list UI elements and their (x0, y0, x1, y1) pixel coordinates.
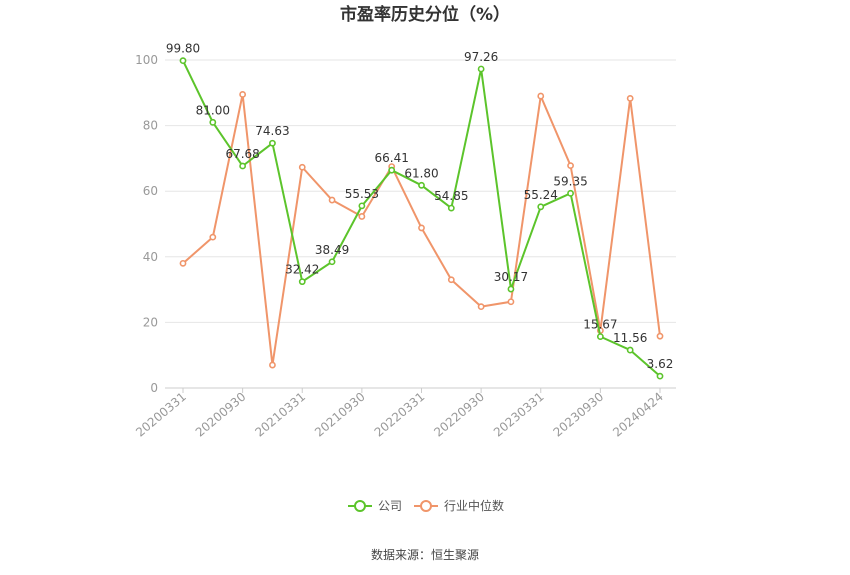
x-tick-label-20230930: 20230930 (551, 390, 607, 440)
point-industry-median-20221230 (507, 298, 515, 306)
point-industry-median-20230630 (567, 162, 574, 170)
point-company-20230331 (537, 203, 545, 211)
data-label-company-20220930: 97.26 (464, 50, 498, 64)
x-tick-label-20220930: 20220930 (431, 390, 487, 440)
legend-label-company: 公司 (378, 499, 402, 513)
y-tick-label-60: 60 (143, 184, 158, 198)
point-company-20230930 (596, 333, 604, 341)
point-company-20211231 (388, 166, 396, 174)
point-industry-median-20200630 (209, 233, 217, 241)
point-company-20231229 (626, 346, 634, 354)
point-company-20201231 (269, 139, 276, 147)
legend-item-industry-median[interactable]: 行业中位数 (414, 498, 504, 513)
x-tick-label-20230331: 20230331 (491, 390, 547, 440)
data-label-company-20220331: 61.80 (404, 166, 438, 180)
data-label-company-20201231: 74.63 (255, 124, 289, 138)
point-industry-median-20220331 (418, 224, 425, 232)
legend-marker-company (354, 500, 366, 512)
x-tick-label-20240424: 20240424 (610, 390, 666, 440)
data-label-company-20231229: 11.56 (613, 331, 647, 345)
point-industry-median-20220930 (477, 303, 485, 311)
point-company-20200331 (179, 57, 187, 65)
legend-marker-industry-median (420, 500, 432, 512)
legend: 公司 行业中位数 (348, 498, 504, 513)
point-company-20230630 (567, 189, 574, 197)
x-tick-label-20210331: 20210331 (252, 390, 308, 440)
point-industry-median-20210630 (328, 196, 336, 204)
data-label-company-20200930: 67.68 (225, 147, 259, 161)
y-tick-label-80: 80 (143, 119, 158, 133)
point-company-20210331 (298, 278, 306, 286)
y-tick-label-100: 100 (135, 53, 158, 67)
point-industry-median-20200331 (179, 259, 187, 267)
legend-label-industry-median: 行业中位数 (444, 498, 504, 513)
chart-title: 市盈率历史分位（%） (340, 4, 510, 25)
point-company-20221230 (507, 285, 515, 293)
data-label-company-20210930: 55.53 (345, 187, 379, 201)
data-label-company-20221230: 30.17 (494, 270, 528, 284)
x-tick-label-20200331: 20200331 (133, 390, 189, 440)
data-label-company-20200630: 81.00 (196, 103, 230, 117)
legend-item-company[interactable]: 公司 (348, 499, 402, 513)
point-industry-median-20230331 (537, 92, 545, 100)
data-label-company-20200331: 99.80 (166, 42, 200, 56)
point-industry-median-20240424 (656, 332, 664, 340)
x-tick-label-20220331: 20220331 (372, 390, 428, 440)
series-layer (179, 57, 664, 380)
x-tick-label-20210930: 20210930 (312, 390, 368, 440)
point-industry-median-20210930 (358, 213, 366, 220)
y-tick-label-20: 20 (143, 315, 158, 329)
data-label-company-20220630: 54.85 (434, 189, 468, 203)
y-tick-label-40: 40 (143, 250, 158, 264)
point-industry-median-20220630 (447, 276, 455, 284)
point-company-20220930 (477, 65, 485, 73)
point-industry-median-20201231 (269, 361, 276, 369)
point-company-20210630 (328, 258, 336, 266)
point-industry-median-20210331 (298, 163, 306, 171)
data-label-company-20240424: 3.62 (647, 357, 674, 371)
data-label-company-20210331: 32.42 (285, 263, 319, 277)
data-label-company-20210630: 38.49 (315, 243, 349, 257)
point-company-20220630 (447, 204, 455, 212)
point-company-20210930 (358, 202, 366, 210)
point-company-20220331 (418, 181, 425, 189)
point-company-20200930 (239, 162, 247, 170)
point-company-20200630 (209, 118, 217, 126)
data-label-company-20230930: 15.67 (583, 318, 617, 332)
data-label-company-20230331: 55.24 (524, 188, 558, 202)
data-source: 数据来源：恒生聚源 (371, 547, 479, 562)
y-tick-label-0: 0 (150, 381, 158, 395)
point-industry-median-20231229 (626, 94, 634, 102)
point-industry-median-20200930 (239, 91, 247, 98)
grid (165, 59, 676, 323)
data-labels: 99.80 81.00 67.68 74.63 32.42 38.49 55.53 66.41… (166, 42, 674, 371)
data-label-company-20230630: 59.35 (553, 174, 587, 188)
x-tick-label-20200930: 20200930 (193, 390, 249, 440)
data-label-company-20211231: 66.41 (375, 151, 409, 165)
point-company-20240424 (656, 372, 664, 380)
